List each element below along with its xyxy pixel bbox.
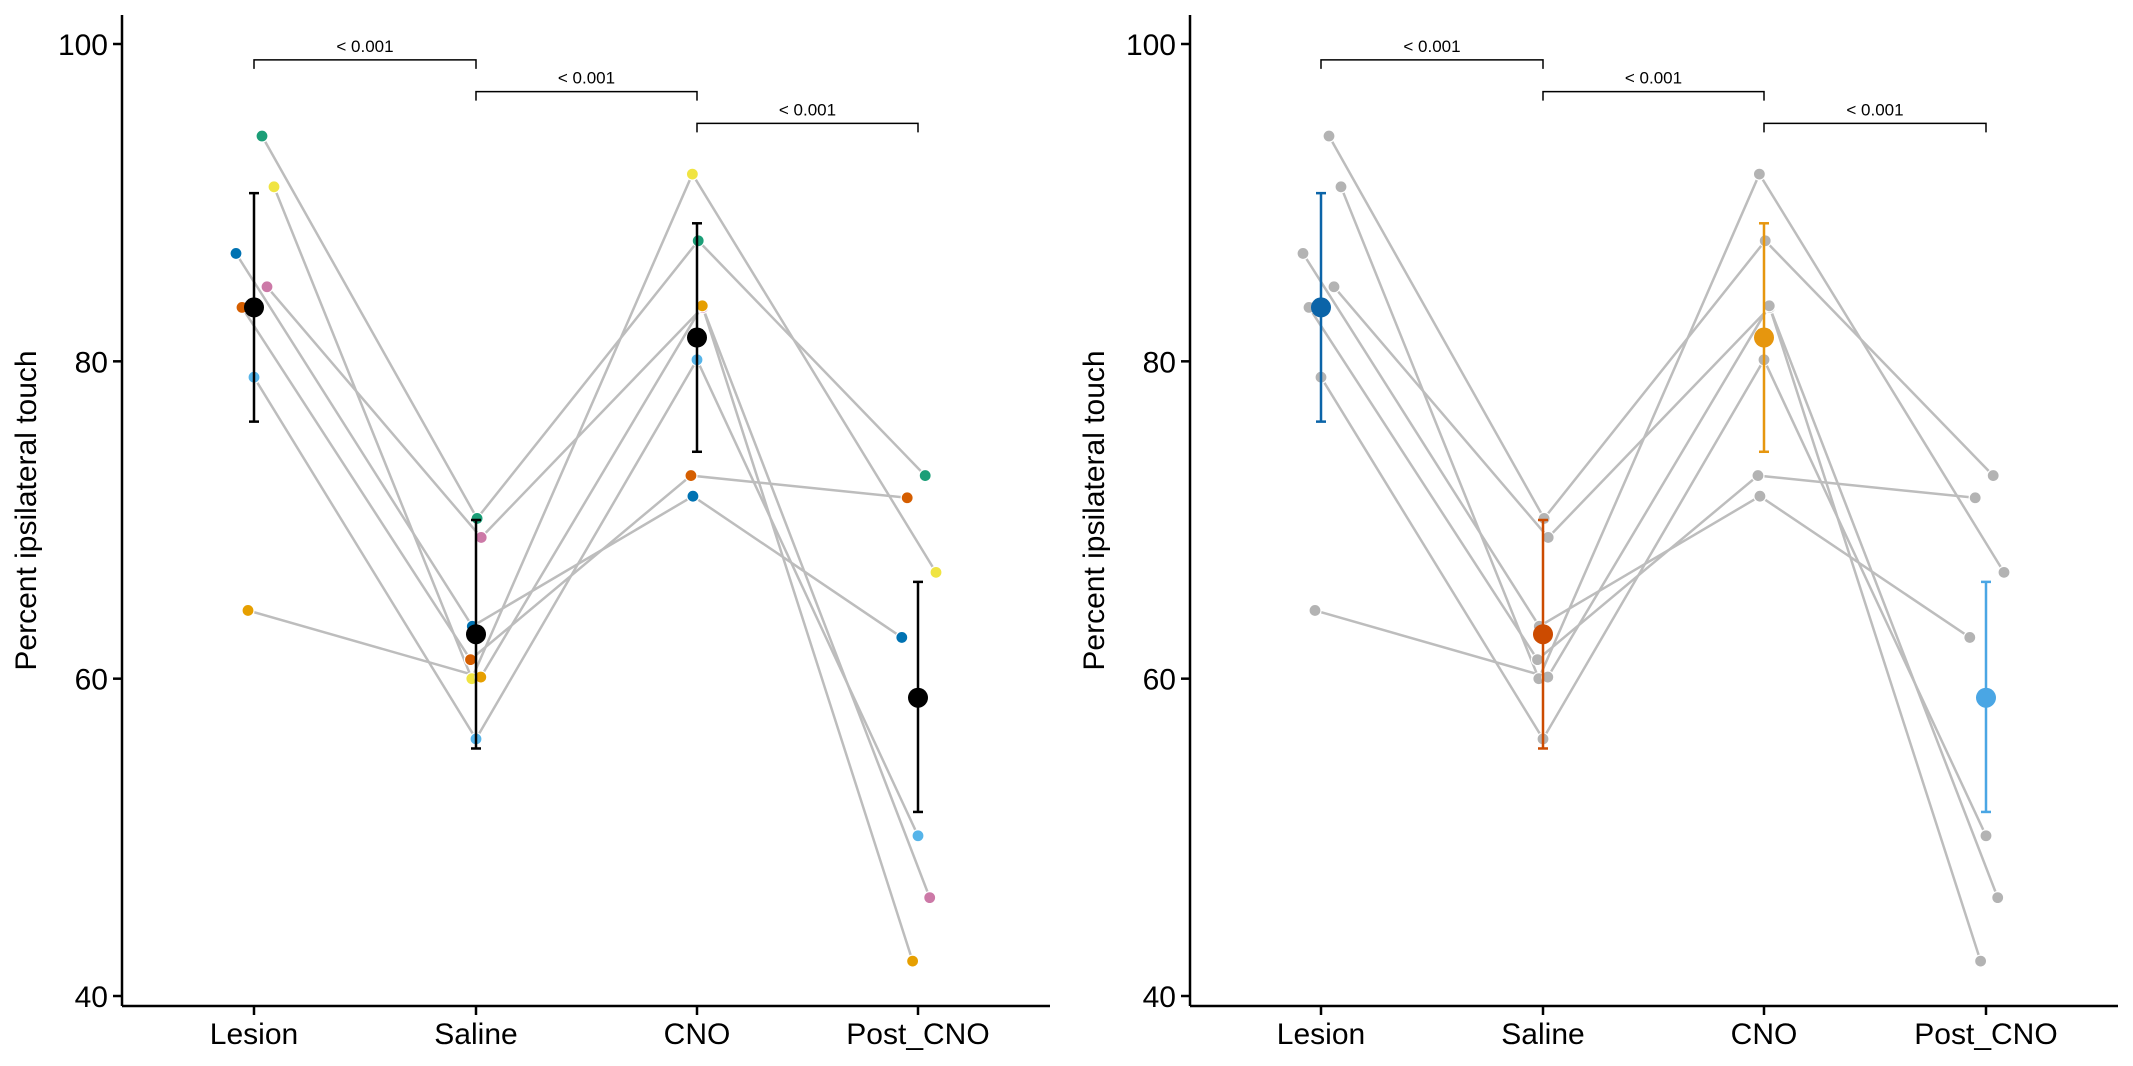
subject-point [241,603,255,618]
subject-line [1333,285,1999,899]
right-panel: 40 60 80 100 Lesion Saline CNO Post_CNO Percent … [1078,15,2118,1051]
x-tick-label-cno: CNO [1731,1018,1798,1051]
mean-point [1754,327,1774,348]
significance-bracket [253,59,477,69]
subject-point [686,489,700,503]
subject-point [905,954,920,968]
subject-line [1301,252,1971,639]
y-tick-label: 40 [1143,981,1176,1014]
y-tick-label: 40 [75,981,108,1014]
subject-point [229,246,243,261]
y-axis-label: Percent ipsilateral touch [10,350,43,670]
subject-line [266,285,931,899]
subject-point [1963,630,1977,645]
y-tick-label: 80 [75,346,108,379]
x-tick-label-lesion: Lesion [210,1018,298,1051]
subject-point [929,565,943,579]
mean-point [244,297,264,318]
p-value-label: < 0.001 [1846,100,1903,119]
subject-line [240,306,908,662]
subject-point [923,891,937,905]
subject-point [1752,167,1766,181]
subject-point [895,630,909,645]
x-tick-label-post-cno: Post_CNO [846,1018,989,1051]
subject-point [463,653,478,667]
significance-bracket [1542,90,1765,101]
subject-line [247,302,914,962]
x-tick-label-saline: Saline [434,1018,517,1051]
subject-line [1327,135,1995,521]
subject-point [1997,565,2011,579]
subject-line [234,252,903,639]
subject-line [252,357,920,837]
subject-point [1334,180,1348,194]
subject-line [260,135,927,521]
subject-point [1530,653,1545,667]
mean-point [908,687,928,708]
subject-point [1973,954,1988,968]
mean-point [1311,297,1331,318]
subject-point [685,167,699,181]
subject-point [260,280,274,294]
subject-point [900,491,914,505]
x-tick-label-lesion: Lesion [1277,1018,1365,1051]
subject-line [272,171,938,682]
p-value-label: < 0.001 [779,100,836,119]
subject-point [1322,129,1336,143]
significance-bracket [1763,122,1987,133]
subject-line [1319,357,1988,837]
subject-point [267,180,281,194]
subject-point [1753,489,1767,503]
subject-point [1991,891,2005,905]
significance-bracket [1320,59,1544,69]
mean-point [1533,624,1553,645]
subject-point [1979,829,1993,843]
subject-point [1296,246,1310,261]
x-tick-label-saline: Saline [1501,1018,1584,1051]
subject-point [1751,468,1765,483]
mean-point [466,624,486,645]
mean-point [687,327,707,348]
subject-point [255,129,269,143]
left-panel: 40 60 80 100 Lesion Saline CNO Post_CNO Percent … [10,15,1050,1051]
subject-point [1308,603,1322,618]
y-tick-label: 100 [58,29,108,62]
y-tick-label: 60 [1143,664,1176,697]
y-tick-label: 60 [75,664,108,697]
subject-point [684,468,698,483]
p-value-label: < 0.001 [1403,37,1460,56]
subject-line [1314,302,1982,962]
subject-line [1339,171,2006,682]
significance-bracket [475,90,698,101]
subject-point [911,829,925,843]
p-value-label: < 0.001 [558,69,615,88]
subject-line [1307,306,1976,662]
y-tick-label: 100 [1126,29,1176,62]
significance-bracket [696,122,919,133]
subject-point [1327,280,1341,294]
p-value-label: < 0.001 [1625,69,1682,88]
x-tick-label-post-cno: Post_CNO [1914,1018,2057,1051]
y-tick-label: 80 [1143,346,1176,379]
subject-point [918,468,932,483]
subject-point [1968,491,1982,505]
mean-point [1976,687,1996,708]
y-axis-label: Percent ipsilateral touch [1078,350,1111,670]
p-value-label: < 0.001 [336,37,393,56]
x-tick-label-cno: CNO [664,1018,731,1051]
subject-point [1986,468,2000,483]
